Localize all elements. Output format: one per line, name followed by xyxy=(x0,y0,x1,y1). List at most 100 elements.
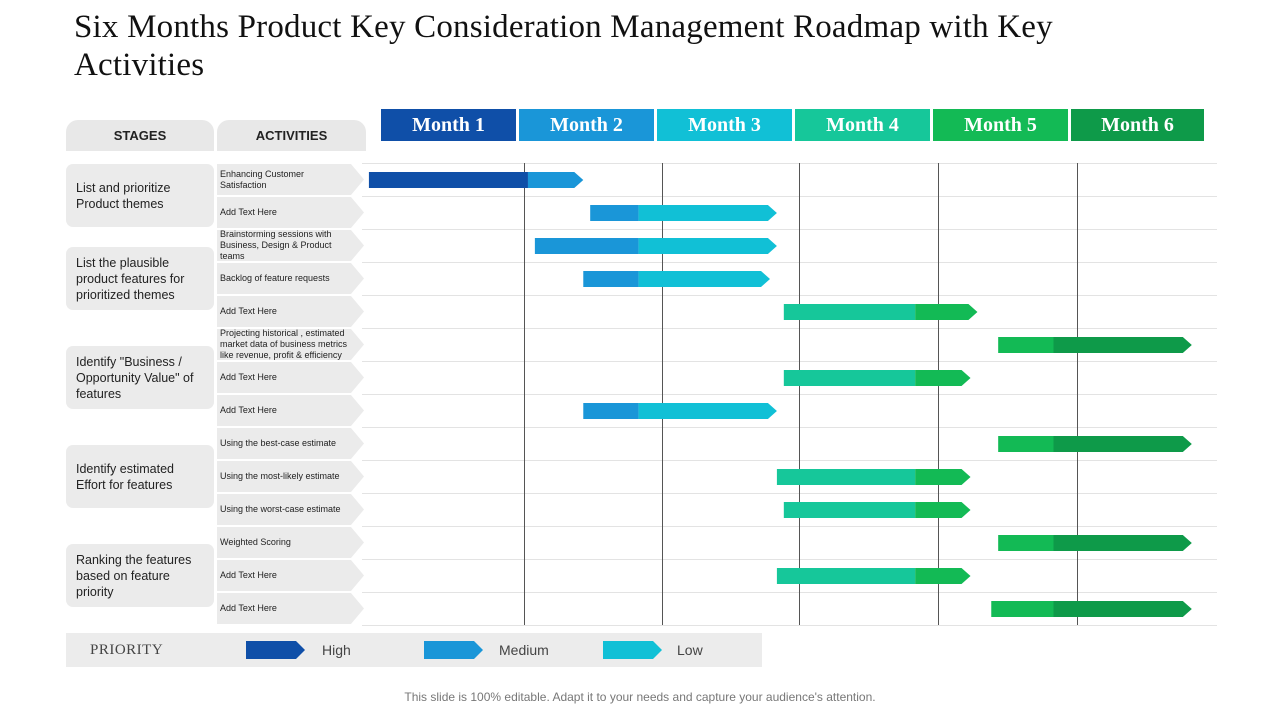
stages-header: STAGES xyxy=(66,120,214,151)
gantt-bar-primary-segment xyxy=(583,271,639,287)
activity-row: Add Text Here xyxy=(217,197,365,228)
activity-row: Backlog of feature requests xyxy=(217,263,365,294)
row-gridline xyxy=(362,295,1217,296)
month-6-header: Month 6 xyxy=(1071,109,1204,141)
row-gridline xyxy=(362,592,1217,593)
legend-low-label: Low xyxy=(677,642,703,658)
gantt-bar-arrow-segment xyxy=(1053,601,1192,617)
gantt-bar-primary-segment xyxy=(590,205,639,221)
activity-label: Add Text Here xyxy=(220,372,277,382)
row-gridline xyxy=(362,526,1217,527)
gantt-bar xyxy=(368,172,584,188)
stage-1: List and prioritize Product themes xyxy=(66,164,214,227)
activity-row: Add Text Here xyxy=(217,593,365,624)
gantt-bar xyxy=(998,337,1192,353)
activity-label: Using the most-likely estimate xyxy=(220,471,340,481)
activity-label: Add Text Here xyxy=(220,603,277,613)
activity-row: Add Text Here xyxy=(217,395,365,426)
legend-high-label: High xyxy=(322,642,351,658)
month-separator xyxy=(524,163,525,625)
legend-medium-label: Medium xyxy=(499,642,549,658)
gantt-bar-primary-segment xyxy=(998,337,1054,353)
gantt-bar-primary-segment xyxy=(368,172,528,188)
row-gridline xyxy=(362,361,1217,362)
gantt-bar xyxy=(776,469,971,485)
row-gridline xyxy=(362,493,1217,494)
activity-row: Enhancing Customer Satisfaction xyxy=(217,164,365,195)
month-4-header: Month 4 xyxy=(795,109,930,141)
activity-label: Add Text Here xyxy=(220,207,277,217)
gantt-bar-arrow-segment xyxy=(638,403,777,419)
gantt-bar xyxy=(783,502,971,518)
gantt-bar xyxy=(583,271,770,287)
gantt-bar-primary-segment xyxy=(998,535,1054,551)
gantt-bar-arrow-segment xyxy=(638,205,777,221)
stage-4: Identify estimated Effort for features xyxy=(66,445,214,508)
gantt-bar-arrow-segment xyxy=(1053,535,1192,551)
gantt-bar xyxy=(991,601,1192,617)
activity-label: Using the worst-case estimate xyxy=(220,504,341,514)
legend-low-swatch xyxy=(603,641,662,659)
row-gridline xyxy=(362,196,1217,197)
activity-label: Using the best-case estimate xyxy=(220,438,337,448)
activity-row: Using the most-likely estimate xyxy=(217,461,365,492)
activity-label: Weighted Scoring xyxy=(220,537,291,547)
gantt-bar xyxy=(783,304,978,320)
row-gridline xyxy=(362,262,1217,263)
row-gridline xyxy=(362,328,1217,329)
gantt-bar-arrow-segment xyxy=(915,568,971,584)
gantt-bar-arrow-segment xyxy=(1053,436,1192,452)
month-3-header: Month 3 xyxy=(657,109,792,141)
gantt-bar xyxy=(583,403,777,419)
row-gridline xyxy=(362,625,1217,626)
gantt-bar-primary-segment xyxy=(783,370,916,386)
gantt-bar xyxy=(998,535,1192,551)
row-gridline xyxy=(362,559,1217,560)
gantt-bar-primary-segment xyxy=(776,568,916,584)
month-separator xyxy=(1077,163,1078,625)
activity-row: Using the best-case estimate xyxy=(217,428,365,459)
activities-header: ACTIVITIES xyxy=(217,120,366,151)
gantt-bar-arrow-segment xyxy=(915,469,971,485)
activity-label: Add Text Here xyxy=(220,570,277,580)
gantt-bar xyxy=(998,436,1192,452)
activity-row: Add Text Here xyxy=(217,560,365,591)
month-2-header: Month 2 xyxy=(519,109,654,141)
activity-row: Using the worst-case estimate xyxy=(217,494,365,525)
gantt-bar-arrow-segment xyxy=(915,370,971,386)
gantt-bar-primary-segment xyxy=(776,469,916,485)
gantt-bar-arrow-segment xyxy=(1053,337,1192,353)
stage-2: List the plausible product features for … xyxy=(66,247,214,310)
row-gridline xyxy=(362,163,1217,164)
activity-row: Weighted Scoring xyxy=(217,527,365,558)
stage-5: Ranking the features based on feature pr… xyxy=(66,544,214,607)
row-gridline xyxy=(362,427,1217,428)
gantt-bar-primary-segment xyxy=(991,601,1054,617)
activity-label: Backlog of feature requests xyxy=(220,273,330,283)
activity-row: Brainstorming sessions with Business, De… xyxy=(217,229,365,261)
month-separator xyxy=(799,163,800,625)
gantt-bar-primary-segment xyxy=(998,436,1054,452)
gantt-bar-arrow-segment xyxy=(527,172,584,188)
activity-label: Projecting historical , estimated market… xyxy=(220,328,348,360)
activity-row: Add Text Here xyxy=(217,296,365,327)
legend-medium-swatch xyxy=(424,641,483,659)
footer-note: This slide is 100% editable. Adapt it to… xyxy=(404,690,876,704)
gantt-bar-primary-segment xyxy=(783,304,916,320)
gantt-bar-primary-segment xyxy=(534,238,639,254)
gantt-bar xyxy=(776,568,971,584)
month-separator xyxy=(662,163,663,625)
month-5-header: Month 5 xyxy=(933,109,1068,141)
gantt-bar xyxy=(534,238,777,254)
legend-high-swatch xyxy=(246,641,305,659)
gantt-bar-arrow-segment xyxy=(638,238,777,254)
activity-row: Projecting historical , estimated market… xyxy=(217,328,365,360)
page-title: Six Months Product Key Consideration Man… xyxy=(74,9,1053,83)
gantt-bar xyxy=(783,370,971,386)
gantt-bar-primary-segment xyxy=(783,502,916,518)
stage-3: Identify "Business / Opportunity Value" … xyxy=(66,346,214,409)
activity-label: Enhancing Customer Satisfaction xyxy=(220,168,305,190)
month-1-header: Month 1 xyxy=(381,109,516,141)
gantt-bar-arrow-segment xyxy=(638,271,770,287)
